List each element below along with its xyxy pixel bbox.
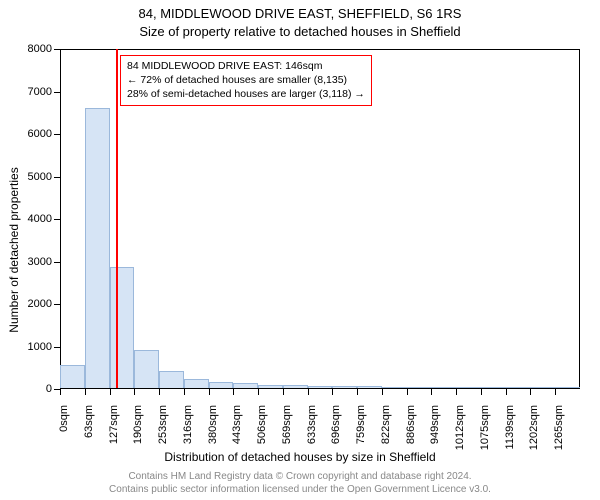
y-tick-label: 6000 (28, 128, 52, 140)
histogram-bar (456, 387, 481, 388)
x-tick (60, 389, 61, 395)
x-tick (258, 389, 259, 395)
histogram-bar (407, 387, 432, 388)
histogram-bar (481, 387, 506, 388)
y-axis-line (60, 49, 61, 389)
y-axis-label: Number of detached properties (7, 167, 21, 332)
y-tick-label: 2000 (28, 298, 52, 310)
footer-line-2: Contains public sector information licen… (0, 483, 600, 496)
top-spine (60, 49, 580, 50)
x-tick (283, 389, 284, 395)
footer-line-1: Contains HM Land Registry data © Crown c… (0, 470, 600, 483)
histogram-bar (357, 386, 382, 388)
histogram-bar (283, 385, 308, 388)
y-tick-label: 7000 (28, 86, 52, 98)
property-marker-line (116, 49, 118, 388)
footer: Contains HM Land Registry data © Crown c… (0, 470, 600, 496)
histogram-bar (134, 350, 159, 388)
x-tick (555, 389, 556, 395)
histogram-bar (233, 383, 258, 388)
histogram-bar (555, 387, 580, 388)
x-tick (209, 389, 210, 395)
x-tick (382, 389, 383, 395)
histogram-bar (258, 385, 283, 388)
y-tick-label: 0 (46, 383, 52, 395)
title-line-1: 84, MIDDLEWOOD DRIVE EAST, SHEFFIELD, S6… (0, 6, 600, 21)
x-tick (506, 389, 507, 395)
histogram-bar (85, 108, 110, 389)
plot-inner: 0100020003000400050006000700080000sqm63s… (60, 49, 580, 388)
y-tick (54, 92, 60, 93)
y-tick (54, 304, 60, 305)
y-tick-label: 8000 (28, 43, 52, 55)
y-tick (54, 262, 60, 263)
histogram-bar (332, 386, 357, 388)
histogram-bar (60, 365, 85, 388)
x-tick (481, 389, 482, 395)
plot-area: 0100020003000400050006000700080000sqm63s… (60, 48, 580, 388)
x-tick (530, 389, 531, 395)
x-tick (431, 389, 432, 395)
x-tick (233, 389, 234, 395)
x-tick (159, 389, 160, 395)
x-tick (134, 389, 135, 395)
y-tick (54, 134, 60, 135)
y-tick-label: 3000 (28, 256, 52, 268)
histogram-bar (209, 382, 234, 388)
x-tick (332, 389, 333, 395)
x-axis-line (60, 388, 580, 389)
annotation-box: 84 MIDDLEWOOD DRIVE EAST: 146sqm← 72% of… (120, 55, 372, 106)
right-spine (579, 49, 580, 389)
histogram-bar (110, 267, 135, 388)
x-tick (308, 389, 309, 395)
chart-container: 84, MIDDLEWOOD DRIVE EAST, SHEFFIELD, S6… (0, 0, 600, 500)
y-tick-label: 5000 (28, 171, 52, 183)
histogram-bar (506, 387, 531, 388)
histogram-bar (431, 387, 456, 388)
y-tick (54, 347, 60, 348)
x-tick (357, 389, 358, 395)
histogram-bar (159, 371, 184, 388)
y-tick-label: 4000 (28, 213, 52, 225)
y-tick-label: 1000 (28, 341, 52, 353)
histogram-bar (530, 387, 555, 388)
title-line-2: Size of property relative to detached ho… (0, 24, 600, 39)
histogram-bar (382, 387, 407, 388)
x-tick (184, 389, 185, 395)
x-tick (456, 389, 457, 395)
x-tick (85, 389, 86, 395)
y-tick (54, 219, 60, 220)
y-tick (54, 177, 60, 178)
y-tick (54, 49, 60, 50)
annotation-line-2: ← 72% of detached houses are smaller (8,… (127, 73, 365, 87)
histogram-bar (184, 379, 209, 388)
annotation-line-3: 28% of semi-detached houses are larger (… (127, 87, 365, 101)
x-axis-title: Distribution of detached houses by size … (0, 450, 600, 464)
x-tick (110, 389, 111, 395)
histogram-bar (308, 386, 333, 388)
x-tick (407, 389, 408, 395)
annotation-line-1: 84 MIDDLEWOOD DRIVE EAST: 146sqm (127, 59, 365, 73)
